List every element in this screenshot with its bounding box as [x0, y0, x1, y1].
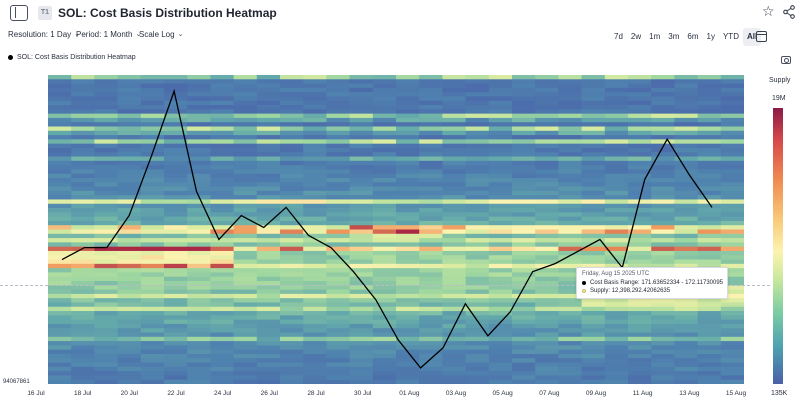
- tier-badge: T1: [38, 6, 52, 20]
- tooltip-supply-value: 12,398,292.42062635: [611, 288, 671, 294]
- colorbar-title: Supply: [769, 77, 791, 84]
- x-tick-label: 13 Aug: [679, 390, 700, 397]
- range-7d[interactable]: 7d: [614, 32, 623, 41]
- range-3m[interactable]: 3m: [668, 32, 680, 41]
- tooltip-range-label: Cost Basis Range:: [590, 280, 640, 286]
- tooltip-supply-label: Supply:: [590, 288, 611, 294]
- scale-label: Scale Log: [139, 30, 175, 39]
- chart-legend[interactable]: SOL: Cost Basis Distribution Heatmap: [8, 54, 136, 61]
- x-tick-label: 18 Jul: [73, 390, 92, 397]
- x-tick-label: 16 Jul: [27, 390, 45, 397]
- chevron-down-icon: ⌄: [177, 31, 184, 38]
- time-range-selector: 7d 2w 1m 3m 6m 1y YTD All: [610, 28, 762, 46]
- scale-dropdown[interactable]: Scale Log ⌄: [139, 30, 183, 39]
- x-tick-label: 24 Jul: [213, 390, 232, 397]
- resolution-dropdown[interactable]: Resolution: 1 Day ⌄: [8, 30, 80, 39]
- tooltip-range-row: Cost Basis Range: 171.63652334 - 172.117…: [582, 279, 724, 287]
- share-icon[interactable]: [783, 5, 795, 19]
- range-6m[interactable]: 6m: [687, 32, 699, 41]
- range-1m[interactable]: 1m: [649, 32, 661, 41]
- range-1y[interactable]: 1y: [706, 32, 715, 41]
- tooltip: Friday, Aug 15 2025 UTC Cost Basis Range…: [576, 267, 728, 299]
- x-tick-label: 07 Aug: [539, 390, 560, 397]
- colorbar: [773, 108, 783, 384]
- star-icon[interactable]: ☆: [762, 3, 775, 19]
- x-tick-label: 01 Aug: [399, 390, 420, 397]
- resolution-label: Resolution: 1 Day: [8, 30, 72, 39]
- top-bar: T1 SOL: Cost Basis Distribution Heatmap …: [0, 0, 800, 28]
- range-ytd[interactable]: YTD: [722, 32, 739, 41]
- x-tick-label: 05 Aug: [492, 390, 513, 397]
- chevron-down-icon: ⌄: [74, 31, 81, 38]
- tooltip-date: Friday, Aug 15 2025 UTC: [582, 271, 650, 277]
- heatmap-cells: [48, 75, 744, 384]
- legend-label: SOL: Cost Basis Distribution Heatmap: [17, 54, 136, 61]
- x-tick-label: 15 Aug: [725, 390, 747, 397]
- tooltip-range-dot: [582, 281, 586, 285]
- x-tick-label: 11 Aug: [632, 390, 653, 397]
- colorbar-min-label: 135K: [771, 390, 788, 397]
- page-title: SOL: Cost Basis Distribution Heatmap: [58, 6, 277, 20]
- period-dropdown[interactable]: Period: 1 Month ⌄: [76, 30, 141, 39]
- price-line: [61, 88, 713, 369]
- calendar-icon[interactable]: [756, 31, 767, 42]
- legend-dot: [8, 55, 13, 60]
- x-tick-label: 20 Jul: [120, 390, 139, 397]
- x-tick-label: 26 Jul: [260, 390, 279, 397]
- chart-controls: Resolution: 1 Day ⌄ Period: 1 Month ⌄ Scal…: [0, 30, 800, 46]
- tooltip-supply-row: Supply: 12,398,292.42062635: [582, 287, 722, 295]
- x-tick-label: 03 Aug: [445, 390, 467, 397]
- sidebar-toggle-icon[interactable]: [10, 5, 28, 21]
- x-tick-label: 09 Aug: [585, 390, 607, 397]
- period-label: Period: 1 Month: [76, 30, 133, 39]
- tooltip-supply-dot: [582, 289, 586, 293]
- camera-icon[interactable]: [781, 56, 791, 64]
- x-tick-label: 30 Jul: [353, 390, 372, 397]
- y-axis-min-label: 94067861: [3, 379, 30, 385]
- heatmap-chart[interactable]: [48, 75, 744, 384]
- chevron-down-icon: ⌄: [135, 31, 142, 38]
- x-tick-label: 28 Jul: [307, 390, 325, 397]
- x-tick-label: 22 Jul: [167, 390, 185, 397]
- colorbar-max-label: 19M: [772, 95, 786, 102]
- tooltip-range-value: 171.63652334 - 172.11730095: [641, 280, 724, 286]
- range-2w[interactable]: 2w: [630, 32, 642, 41]
